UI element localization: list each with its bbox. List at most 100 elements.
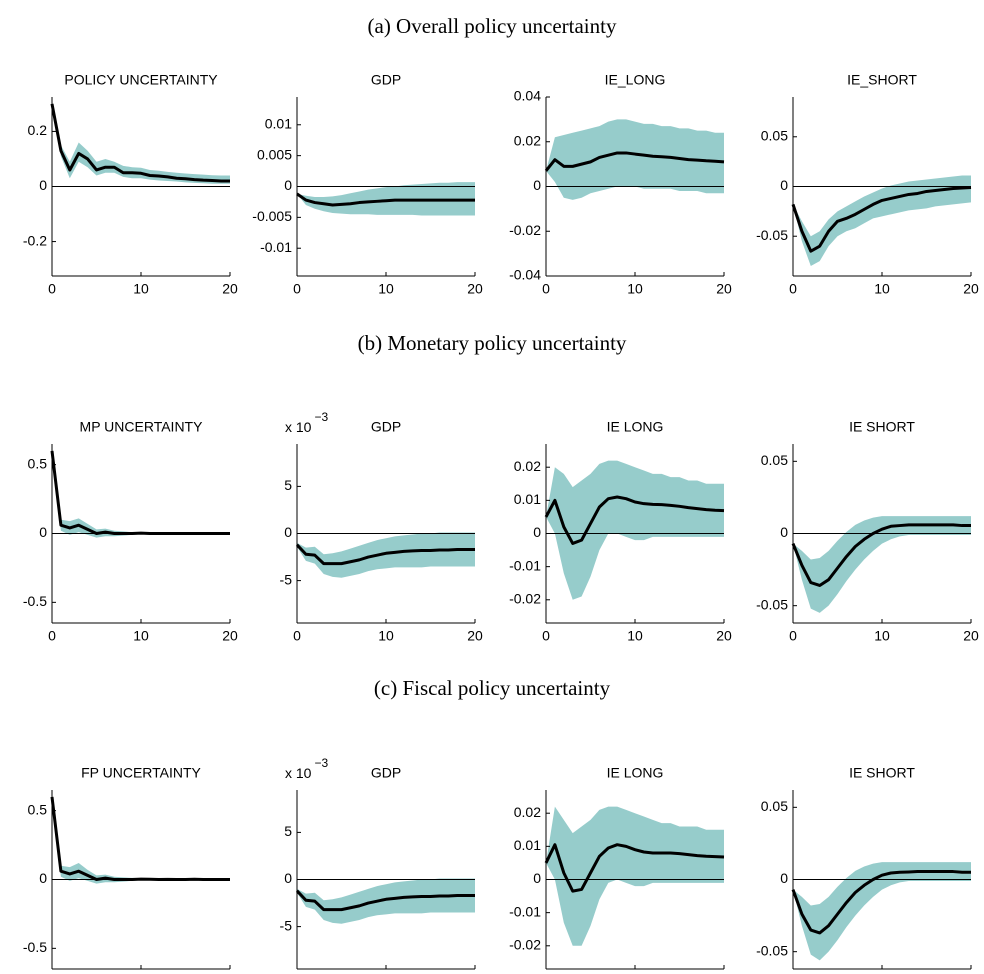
y-tick-label: -0.01: [509, 903, 541, 919]
section-heading: (b) Monetary policy uncertainty: [358, 331, 627, 355]
subplot-title: GDP: [371, 72, 401, 88]
y-tick-label: -0.5: [23, 939, 47, 955]
y-tick-label: 0.01: [514, 491, 541, 507]
y-tick-label: 0.05: [761, 127, 788, 143]
confidence-band: [793, 862, 971, 961]
y-tick-label: -0.5: [23, 593, 47, 609]
y-tick-label: 0.2: [28, 122, 48, 138]
axis-multiplier: x 10−3: [285, 410, 328, 435]
irf-line: [296, 192, 475, 207]
x-tick-label: 0: [293, 281, 301, 297]
x-tick-label: 10: [133, 281, 149, 297]
confidence-band: [793, 175, 971, 267]
x-tick-label: 20: [963, 281, 979, 297]
y-tick-label: -0.2: [23, 232, 47, 248]
x-tick-label: 0: [48, 628, 56, 644]
irf-line: [544, 843, 725, 893]
x-tick-label: 0: [48, 281, 56, 297]
x-tick-label: 0: [542, 628, 550, 644]
irf-line: [50, 450, 230, 535]
section-heading: (c) Fiscal policy uncertainty: [374, 676, 611, 700]
section-heading: (a) Overall policy uncertainty: [368, 14, 617, 38]
irf-line: [791, 870, 971, 935]
y-tick-label: 0.02: [514, 458, 541, 474]
x-tick-label: 0: [542, 281, 550, 297]
confidence-band: [793, 516, 971, 613]
confidence-band: [297, 182, 475, 216]
y-tick-label: 5: [284, 823, 292, 839]
y-tick-label: 0: [284, 870, 292, 886]
x-tick-label: 0: [293, 628, 301, 644]
y-tick-label: 0.05: [761, 452, 788, 468]
subplot-title: GDP: [371, 765, 401, 781]
x-tick-label: 10: [133, 628, 149, 644]
x-tick-label: 20: [467, 628, 483, 644]
subplot-title: IE_LONG: [605, 72, 666, 88]
confidence-band: [546, 460, 724, 600]
y-tick-label: -0.01: [509, 557, 541, 573]
subplot-title: MP UNCERTAINTY: [80, 419, 204, 435]
irf-line: [791, 523, 971, 587]
y-tick-label: 0: [39, 870, 47, 886]
confidence-band: [52, 103, 230, 184]
confidence-band: [297, 878, 475, 924]
irf-line: [544, 495, 725, 545]
confidence-band: [297, 532, 475, 578]
subplot-title: IE SHORT: [849, 765, 915, 781]
y-tick-label: -0.02: [509, 222, 541, 238]
subplot-title: IE LONG: [607, 765, 664, 781]
y-tick-label: 0: [533, 524, 541, 540]
y-tick-label: -0.04: [509, 267, 541, 283]
y-tick-label: 0.5: [28, 801, 48, 817]
y-tick-label: 0: [39, 524, 47, 540]
confidence-band: [546, 119, 724, 200]
x-tick-label: 20: [222, 628, 238, 644]
x-tick-label: 20: [467, 281, 483, 297]
x-tick-label: 10: [627, 281, 643, 297]
y-tick-label: 0.02: [514, 804, 541, 820]
irf-line: [544, 151, 725, 172]
irf-line: [50, 796, 230, 881]
y-tick-label: 5: [284, 477, 292, 493]
y-tick-label: 0.5: [28, 455, 48, 471]
y-tick-label: -0.05: [756, 942, 788, 958]
x-tick-label: 0: [789, 628, 797, 644]
y-tick-label: 0.05: [761, 798, 788, 814]
x-tick-label: 10: [378, 628, 394, 644]
y-tick-label: 0: [284, 177, 292, 193]
y-tick-label: 0.04: [514, 88, 541, 104]
y-tick-label: 0: [39, 177, 47, 193]
x-tick-label: 20: [716, 281, 732, 297]
x-tick-label: 20: [963, 628, 979, 644]
y-tick-label: 0.01: [265, 115, 292, 131]
multiplier-exponent: −3: [314, 410, 328, 424]
y-tick-label: 0: [780, 870, 788, 886]
irf-line: [791, 185, 972, 253]
subplot-title: FP UNCERTAINTY: [81, 765, 201, 781]
y-tick-label: -0.01: [260, 239, 292, 255]
irf-line: [295, 889, 475, 912]
irf-line: [50, 103, 230, 183]
y-tick-label: 0: [533, 177, 541, 193]
x-tick-label: 20: [716, 628, 732, 644]
y-tick-label: -5: [280, 917, 293, 933]
y-tick-label: 0: [780, 177, 788, 193]
x-tick-label: 0: [789, 281, 797, 297]
y-tick-label: -0.005: [252, 208, 292, 224]
y-tick-label: -0.02: [509, 590, 541, 606]
irf-line: [295, 543, 475, 566]
y-tick-label: 0.02: [514, 132, 541, 148]
multiplier-exponent: −3: [314, 756, 328, 770]
x-tick-label: 10: [378, 281, 394, 297]
y-tick-label: -0.05: [756, 596, 788, 612]
x-tick-label: 10: [874, 281, 890, 297]
y-tick-label: 0: [533, 870, 541, 886]
x-tick-label: 10: [627, 628, 643, 644]
subplot-title: GDP: [371, 419, 401, 435]
y-tick-label: -5: [280, 571, 293, 587]
y-tick-label: -0.02: [509, 936, 541, 952]
axis-multiplier: x 10−3: [285, 756, 328, 781]
y-tick-label: 0: [780, 524, 788, 540]
